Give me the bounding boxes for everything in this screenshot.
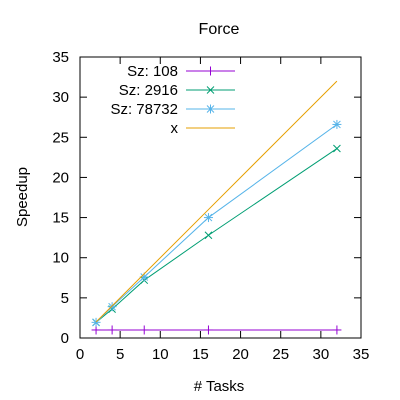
y-tick-label: 10 xyxy=(52,250,69,267)
series-line xyxy=(95,124,338,323)
data-point xyxy=(332,325,342,335)
plot-area xyxy=(79,56,362,339)
y-axis: 0 5 10 15 20 25 30 35 xyxy=(52,49,361,347)
legend-label: Sz: 78732 xyxy=(110,101,178,118)
data-point xyxy=(204,231,213,240)
series-layer xyxy=(91,80,342,335)
data-point xyxy=(203,213,213,223)
x-tick-label: 0 xyxy=(76,346,84,363)
y-tick-label: 0 xyxy=(61,330,69,347)
legend-marker xyxy=(206,86,215,94)
series-sz-2916 xyxy=(92,144,341,327)
legend-entry: Sz: 78732 xyxy=(110,101,235,118)
series-sz-108 xyxy=(91,325,342,335)
y-tick-label: 20 xyxy=(52,169,69,186)
y-tick-label: 30 xyxy=(52,89,69,106)
data-point xyxy=(139,325,149,335)
legend: Sz: 108 Sz: 2916 Sz: 78732 x xyxy=(110,63,235,137)
x-tick-label: 10 xyxy=(152,346,169,363)
x-tick-label: 30 xyxy=(313,346,330,363)
legend-marker xyxy=(206,66,215,76)
legend-label: Sz: 2916 xyxy=(119,82,178,99)
y-tick-label: 5 xyxy=(61,290,69,307)
legend-entry: Sz: 108 xyxy=(127,63,235,80)
series-x xyxy=(95,80,338,323)
data-point xyxy=(91,325,101,335)
y-tick-label: 35 xyxy=(52,49,69,66)
series-line xyxy=(95,80,338,323)
chart-title: Force xyxy=(199,21,240,38)
legend-marker xyxy=(206,104,215,114)
data-point xyxy=(107,302,117,312)
series-sz-78732 xyxy=(91,119,342,327)
x-tick-label: 5 xyxy=(116,346,124,363)
y-tick-label: 25 xyxy=(52,129,69,146)
series-line xyxy=(95,148,338,323)
legend-entry: Sz: 2916 xyxy=(119,82,235,99)
y-axis-label: Speedup xyxy=(14,167,31,227)
x-tick-label: 25 xyxy=(272,346,289,363)
data-point xyxy=(332,119,342,129)
x-axis: 0 5 10 15 20 25 30 35 xyxy=(76,57,370,363)
data-point xyxy=(203,325,213,335)
x-tick-label: 35 xyxy=(353,346,370,363)
legend-entry: x xyxy=(171,120,235,137)
y-tick-label: 15 xyxy=(52,210,69,227)
x-axis-label: # Tasks xyxy=(194,378,245,395)
x-tick-label: 15 xyxy=(192,346,209,363)
data-point xyxy=(333,144,341,153)
legend-label: x xyxy=(171,120,179,137)
x-tick-label: 20 xyxy=(232,346,249,363)
data-point xyxy=(107,325,117,335)
legend-label: Sz: 108 xyxy=(127,63,178,80)
